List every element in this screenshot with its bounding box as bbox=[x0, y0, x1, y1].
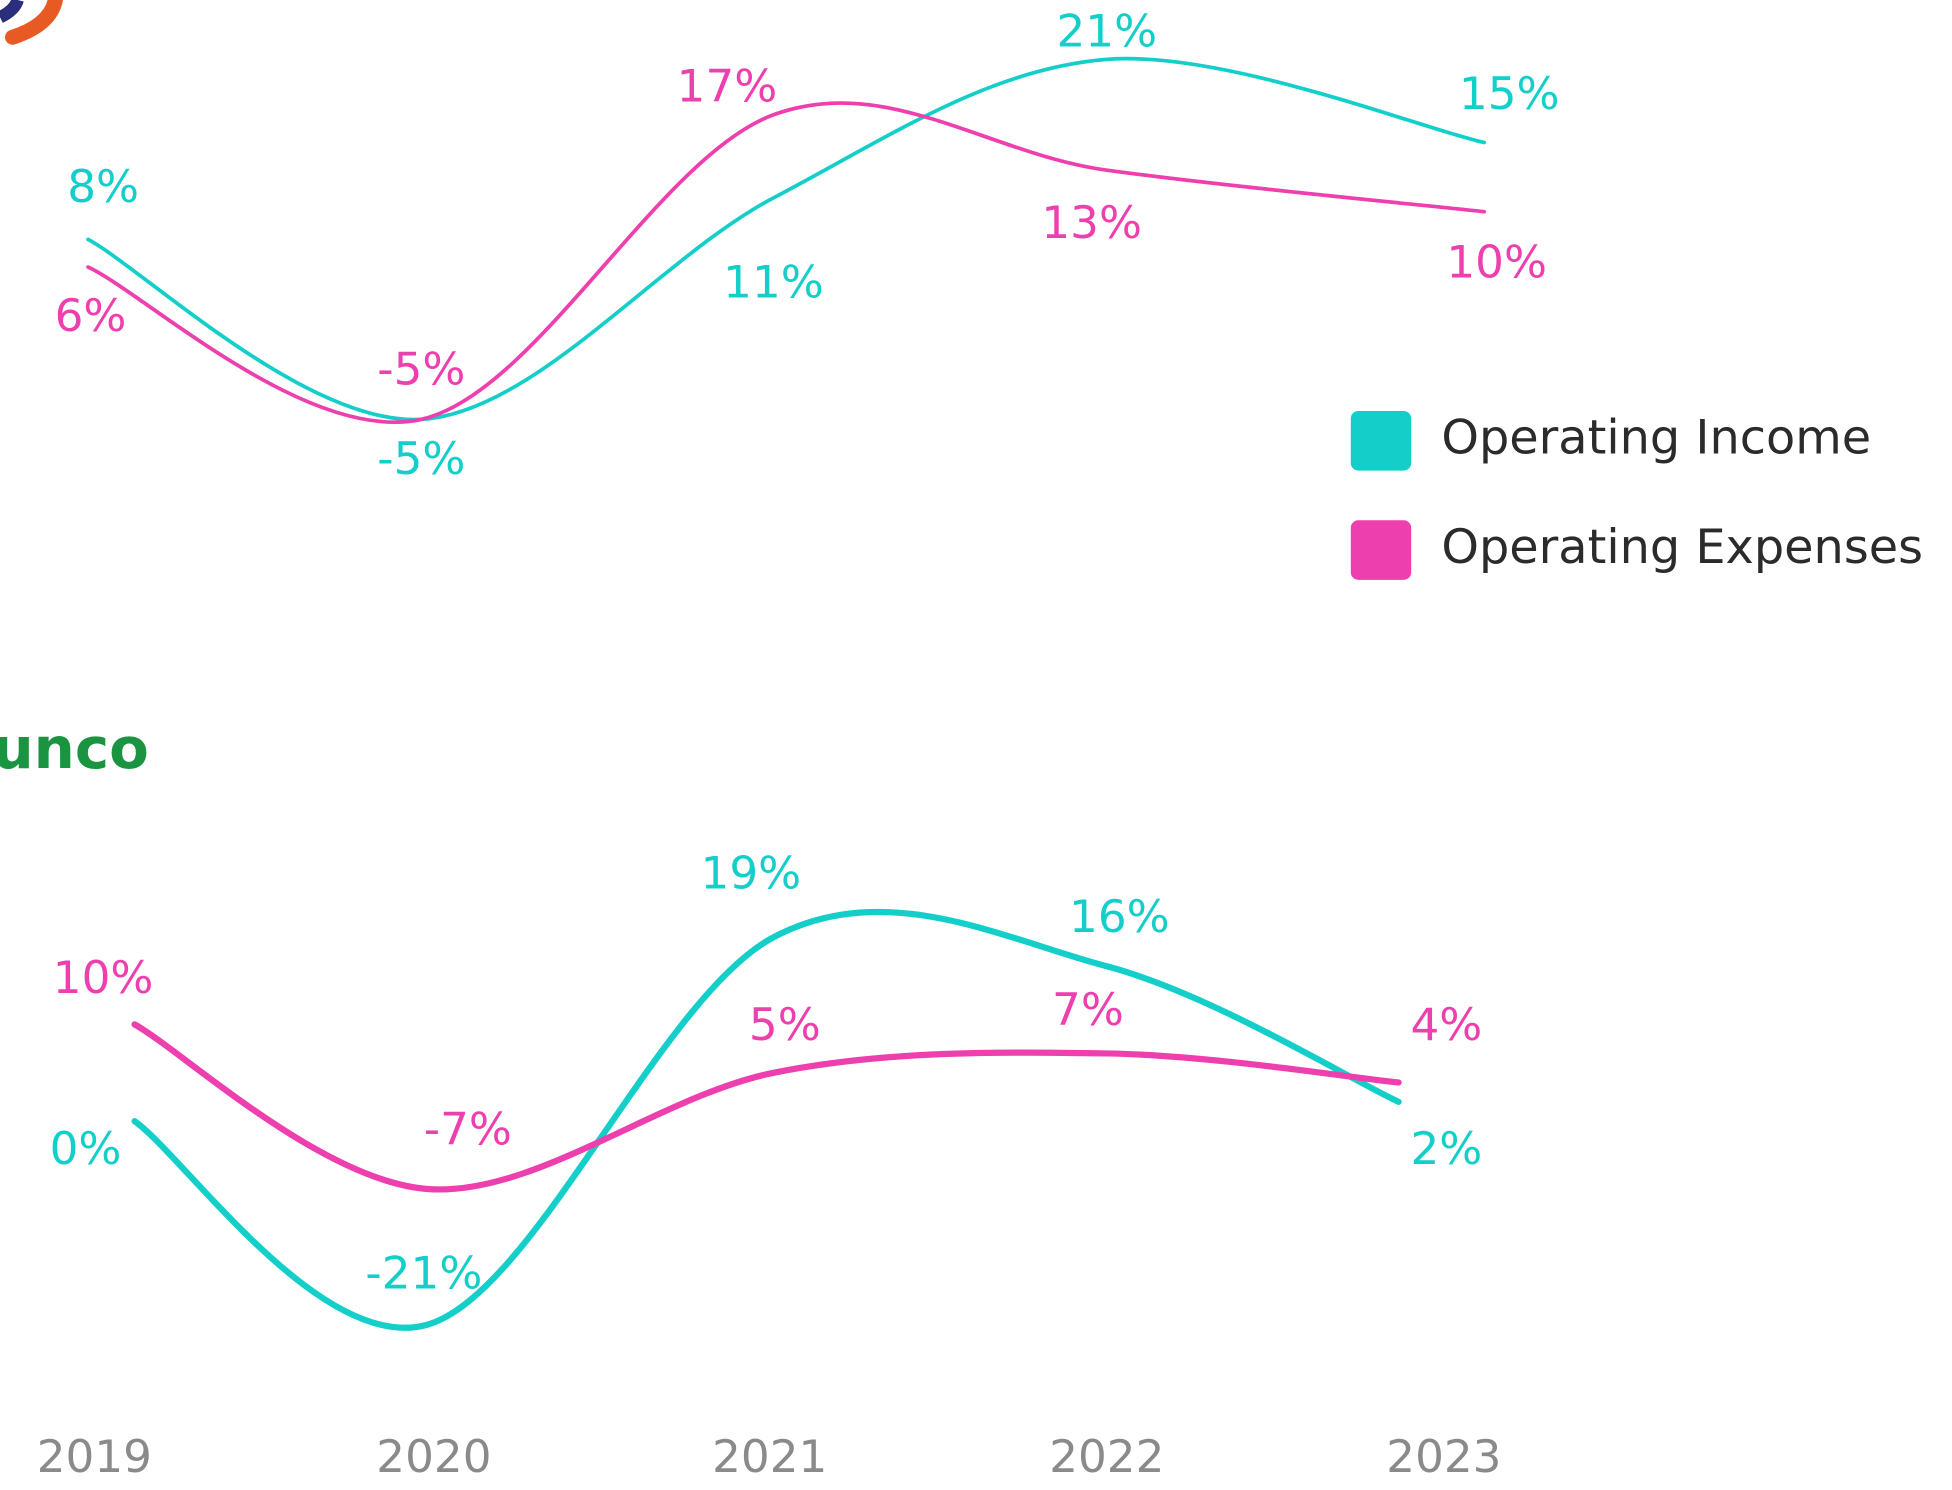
line bbox=[131, 908, 1402, 1331]
line bbox=[86, 56, 1487, 422]
data-label: 13% bbox=[1041, 196, 1142, 249]
x-tick-label: 2019 bbox=[37, 1430, 152, 1483]
data-label: 10% bbox=[53, 951, 154, 1004]
x-tick-label: 2021 bbox=[712, 1430, 827, 1483]
data-label: 11% bbox=[723, 256, 824, 309]
data-label: 19% bbox=[701, 847, 802, 900]
legend-swatch bbox=[1350, 520, 1412, 580]
legend-swatch bbox=[1350, 410, 1412, 471]
data-label: 0% bbox=[50, 1122, 122, 1175]
x-tick-label: 2023 bbox=[1386, 1430, 1501, 1483]
data-label: 16% bbox=[1069, 890, 1170, 943]
x-tick-label: 2022 bbox=[1049, 1430, 1164, 1483]
data-label: 8% bbox=[67, 160, 139, 213]
data-label: -5% bbox=[377, 432, 465, 485]
x-tick-label: 2020 bbox=[376, 1430, 491, 1483]
data-label: 5% bbox=[749, 998, 821, 1051]
chart-title: unco bbox=[0, 715, 149, 782]
data-label: -21% bbox=[365, 1247, 482, 1300]
data-label: 21% bbox=[1056, 5, 1157, 58]
data-label: 2% bbox=[1410, 1122, 1482, 1175]
data-label: 6% bbox=[55, 289, 127, 342]
data-label: 4% bbox=[1410, 998, 1482, 1051]
data-label: 17% bbox=[677, 60, 778, 113]
data-label: 7% bbox=[1052, 983, 1124, 1036]
line bbox=[131, 1021, 1402, 1193]
data-label: -7% bbox=[424, 1103, 512, 1156]
legend-label: Operating Income bbox=[1441, 411, 1871, 466]
data-label: -5% bbox=[377, 343, 465, 396]
logo-fragment bbox=[0, 0, 63, 45]
legend-label: Operating Expenses bbox=[1441, 520, 1923, 575]
data-label: 10% bbox=[1446, 236, 1547, 289]
data-label: 15% bbox=[1459, 67, 1560, 120]
line bbox=[86, 101, 1487, 424]
